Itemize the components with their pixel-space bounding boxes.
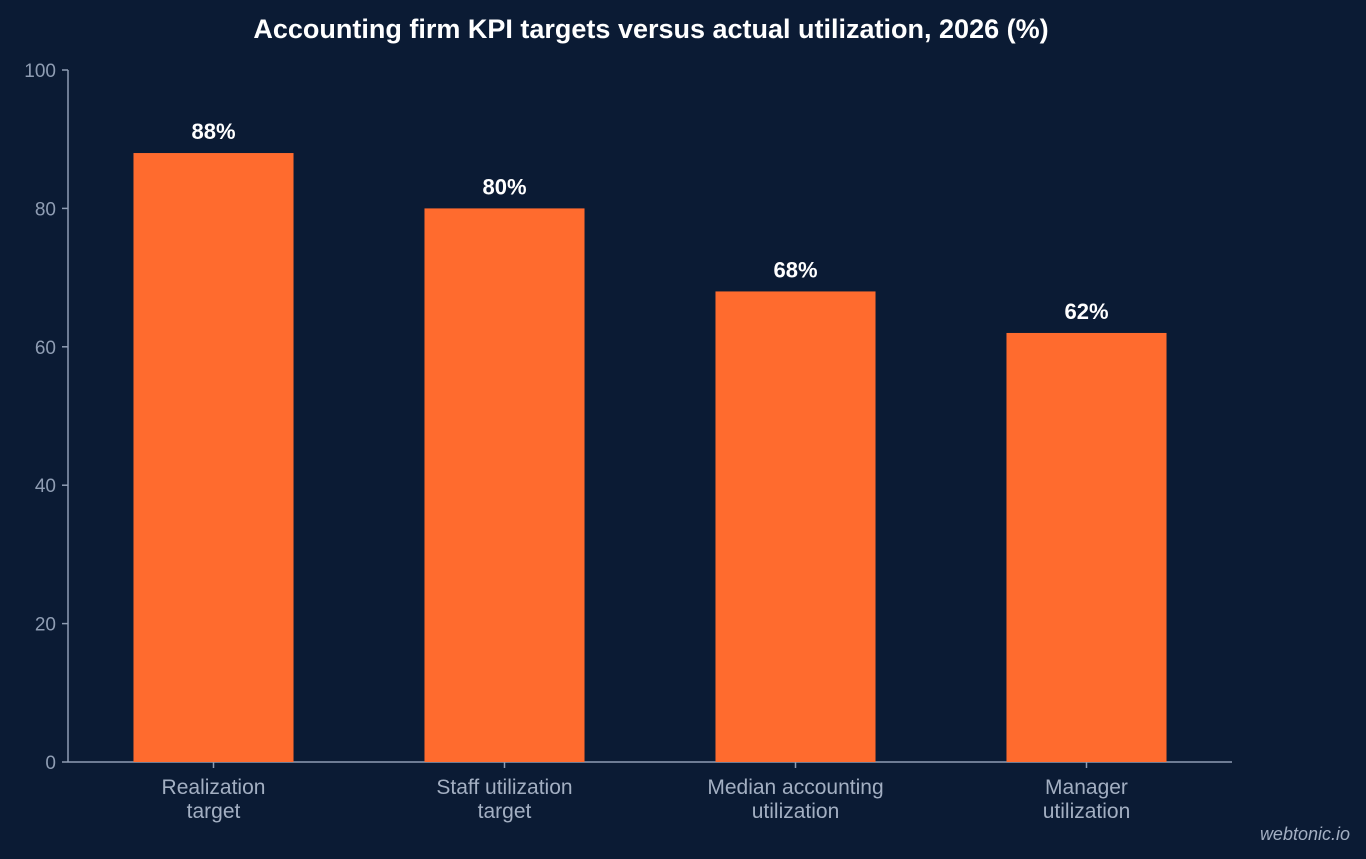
y-axis: 0 20 40 60 80 100 [24,61,69,774]
x-axis [68,761,1232,768]
bar-value-label: 68% [773,257,817,282]
x-category-label: Manager [1045,776,1128,799]
x-category-label: Median accounting [707,776,883,799]
y-tick-label: 100 [24,61,56,82]
bar [1006,332,1167,762]
x-category-label: Realization [162,776,266,799]
x-category-label: target [187,800,241,823]
x-category-label: utilization [1043,800,1131,823]
x-category-label: target [478,800,532,823]
watermark: webtonic.io [1260,824,1350,844]
bar-value-label: 80% [482,174,526,199]
x-category-label: Staff utilization [436,776,572,799]
y-tick-label: 60 [35,338,56,359]
bar-value-label: 62% [1064,299,1108,324]
y-tick-label: 40 [35,476,56,497]
chart-title: Accounting firm KPI targets versus actua… [253,14,1048,44]
x-category-label: utilization [752,800,840,823]
y-tick-label: 80 [35,199,56,220]
bar-value-label: 88% [191,119,235,144]
bar [424,208,585,762]
y-tick-label: 20 [35,615,56,636]
bars [133,153,1167,763]
bar [715,291,876,762]
bar [133,153,294,763]
value-labels: 88% 80% 68% 62% [191,119,1108,324]
y-tick-label: 0 [45,753,56,774]
